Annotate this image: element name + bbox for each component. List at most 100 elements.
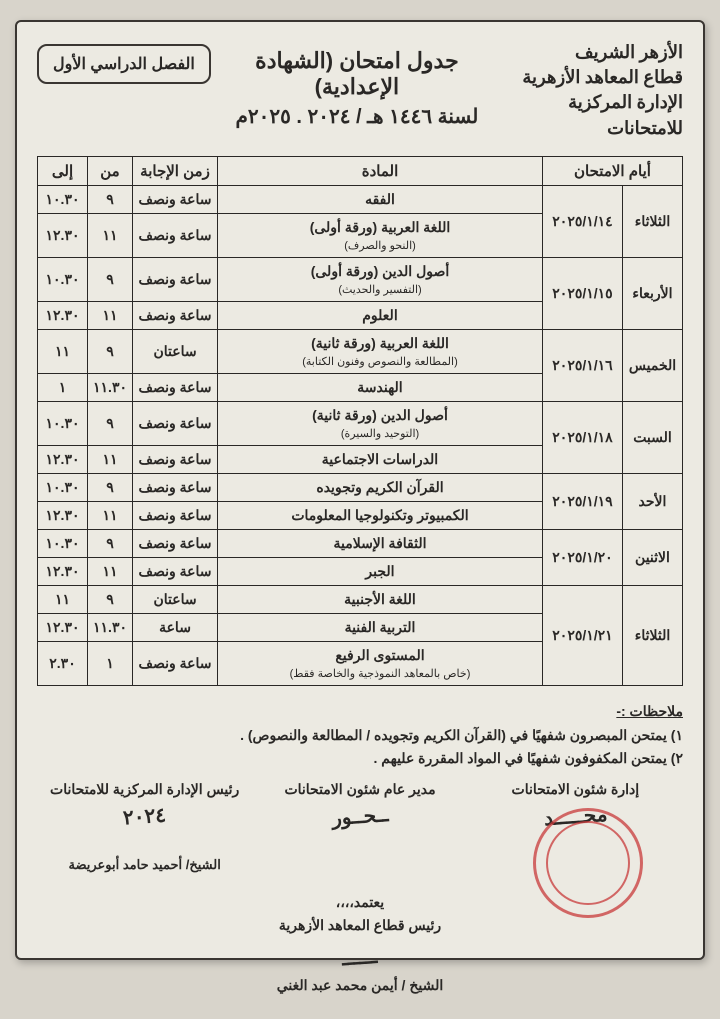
- table-row: الثلاثاء٢٠٢٥/١/٢١اللغة الأجنبيةساعتان٩١١: [38, 585, 683, 613]
- table-row: الثلاثاء٢٠٢٥/١/١٤الفقهساعة ونصف٩١٠.٣٠: [38, 185, 683, 213]
- cell-from: ١: [88, 641, 133, 685]
- cell-to: ١١: [38, 329, 88, 373]
- cell-duration: ساعة: [133, 613, 218, 641]
- cell-duration: ساعة ونصف: [133, 529, 218, 557]
- col-days: أيام الامتحان: [543, 156, 683, 185]
- cell-from: ١١.٣٠: [88, 373, 133, 401]
- cell-date: ٢٠٢٥/١/١٨: [543, 401, 623, 473]
- cell-duration: ساعة ونصف: [133, 373, 218, 401]
- institution-line1: الأزهر الشريف: [503, 40, 683, 65]
- sig-block-2: مدير عام شئون الامتحانات ــحــور: [252, 781, 467, 873]
- cell-to: ١٢.٣٠: [38, 213, 88, 257]
- cell-date: ٢٠٢٥/١/١٤: [543, 185, 623, 257]
- note-1: ١) يمتحن المبصرون شفهيًا في (القرآن الكر…: [37, 724, 683, 748]
- cell-day: الاثنين: [623, 529, 683, 585]
- document-page: الأزهر الشريف قطاع المعاهد الأزهرية الإد…: [15, 20, 705, 960]
- cell-subject: الجبر: [218, 557, 543, 585]
- cell-day: الأحد: [623, 473, 683, 529]
- table-row: الأربعاء٢٠٢٥/١/١٥أصول الدين (ورقة أولى)(…: [38, 257, 683, 301]
- cell-subject: القرآن الكريم وتجويده: [218, 473, 543, 501]
- cell-date: ٢٠٢٥/١/٢٠: [543, 529, 623, 585]
- sig3-signature: ٢٠٢٤: [122, 803, 167, 831]
- table-row: الخميس٢٠٢٥/١/١٦اللغة العربية (ورقة ثانية…: [38, 329, 683, 373]
- cell-day: الخميس: [623, 329, 683, 401]
- cell-from: ٩: [88, 529, 133, 557]
- cell-duration: ساعة ونصف: [133, 257, 218, 301]
- cell-from: ١١: [88, 213, 133, 257]
- cell-subject: الفقه: [218, 185, 543, 213]
- official-stamp: [533, 808, 643, 918]
- cell-to: ١٢.٣٠: [38, 301, 88, 329]
- cell-duration: ساعة ونصف: [133, 473, 218, 501]
- cell-to: ١٢.٣٠: [38, 445, 88, 473]
- cell-subject: الكمبيوتر وتكنولوجيا المعلومات: [218, 501, 543, 529]
- cell-to: ١٠.٣٠: [38, 185, 88, 213]
- cell-to: ١٢.٣٠: [38, 613, 88, 641]
- notes-block: ملاحظات :- ١) يمتحن المبصرون شفهيًا في (…: [37, 700, 683, 771]
- cell-to: ١٠.٣٠: [38, 401, 88, 445]
- cell-duration: ساعة ونصف: [133, 501, 218, 529]
- cell-from: ٩: [88, 185, 133, 213]
- cell-to: ١٠.٣٠: [38, 529, 88, 557]
- cell-to: ١١: [38, 585, 88, 613]
- cell-day: الأربعاء: [623, 257, 683, 329]
- table-row: الأحد٢٠٢٥/١/١٩القرآن الكريم وتجويدهساعة …: [38, 473, 683, 501]
- notes-title: ملاحظات :-: [37, 700, 683, 724]
- institution-block: الأزهر الشريف قطاع المعاهد الأزهرية الإد…: [503, 40, 683, 141]
- cell-date: ٢٠٢٥/١/١٩: [543, 473, 623, 529]
- col-subject: المادة: [218, 156, 543, 185]
- note-2: ٢) يمتحن المكفوفون شفهيًا في المواد المق…: [37, 747, 683, 771]
- cell-to: ١٢.٣٠: [38, 501, 88, 529]
- cell-day: الثلاثاء: [623, 185, 683, 257]
- cell-duration: ساعة ونصف: [133, 185, 218, 213]
- table-header-row: أيام الامتحان المادة زمن الإجابة من إلى: [38, 156, 683, 185]
- cell-duration: ساعة ونصف: [133, 401, 218, 445]
- sig2-signature: ــحــور: [331, 802, 389, 831]
- approval-signature: ــــــ: [341, 941, 378, 975]
- cell-subject: أصول الدين (ورقة ثانية)(التوحيد والسيرة): [218, 401, 543, 445]
- cell-to: ٢.٣٠: [38, 641, 88, 685]
- header: الأزهر الشريف قطاع المعاهد الأزهرية الإد…: [37, 40, 683, 141]
- semester-badge: الفصل الدراسي الأول: [37, 44, 211, 84]
- cell-subject: العلوم: [218, 301, 543, 329]
- col-duration: زمن الإجابة: [133, 156, 218, 185]
- cell-to: ١: [38, 373, 88, 401]
- cell-from: ١١: [88, 501, 133, 529]
- cell-from: ٩: [88, 473, 133, 501]
- cell-subject: اللغة الأجنبية: [218, 585, 543, 613]
- exam-schedule-table: أيام الامتحان المادة زمن الإجابة من إلى …: [37, 156, 683, 686]
- cell-day: الثلاثاء: [623, 585, 683, 685]
- cell-duration: ساعة ونصف: [133, 301, 218, 329]
- approval-l3: الشيخ / أيمن محمد عبد الغني: [37, 974, 683, 996]
- table-body: الثلاثاء٢٠٢٥/١/١٤الفقهساعة ونصف٩١٠.٣٠الل…: [38, 185, 683, 685]
- cell-duration: ساعة ونصف: [133, 557, 218, 585]
- cell-from: ١١: [88, 301, 133, 329]
- title-block: جدول امتحان (الشهادة الإعدادية) لسنة ١٤٤…: [211, 40, 503, 129]
- cell-from: ٩: [88, 401, 133, 445]
- cell-to: ١٢.٣٠: [38, 557, 88, 585]
- cell-from: ١١.٣٠: [88, 613, 133, 641]
- cell-date: ٢٠٢٥/١/٢١: [543, 585, 623, 685]
- table-row: الاثنين٢٠٢٥/١/٢٠الثقافة الإسلاميةساعة ون…: [38, 529, 683, 557]
- cell-to: ١٠.٣٠: [38, 257, 88, 301]
- cell-subject: التربية الفنية: [218, 613, 543, 641]
- cell-to: ١٠.٣٠: [38, 473, 88, 501]
- cell-subject: اللغة العربية (ورقة أولى)(النحو والصرف): [218, 213, 543, 257]
- cell-from: ٩: [88, 585, 133, 613]
- institution-line3: الإدارة المركزية للامتحانات: [503, 90, 683, 140]
- col-from: من: [88, 156, 133, 185]
- cell-from: ١١: [88, 445, 133, 473]
- cell-subject: الهندسة: [218, 373, 543, 401]
- cell-duration: ساعة ونصف: [133, 641, 218, 685]
- table-row: السبت٢٠٢٥/١/١٨أصول الدين (ورقة ثانية)(ال…: [38, 401, 683, 445]
- cell-subject: الثقافة الإسلامية: [218, 529, 543, 557]
- sig-block-3: رئيس الإدارة المركزية للامتحانات ٢٠٢٤ ال…: [37, 781, 252, 873]
- cell-duration: ساعتان: [133, 329, 218, 373]
- cell-subject: المستوى الرفيع(خاص بالمعاهد النموذجية وا…: [218, 641, 543, 685]
- doc-title: جدول امتحان (الشهادة الإعدادية): [211, 48, 503, 100]
- institution-line2: قطاع المعاهد الأزهرية: [503, 65, 683, 90]
- cell-duration: ساعة ونصف: [133, 445, 218, 473]
- sig3-title: رئيس الإدارة المركزية للامتحانات: [37, 781, 252, 798]
- cell-date: ٢٠٢٥/١/١٦: [543, 329, 623, 401]
- col-to: إلى: [38, 156, 88, 185]
